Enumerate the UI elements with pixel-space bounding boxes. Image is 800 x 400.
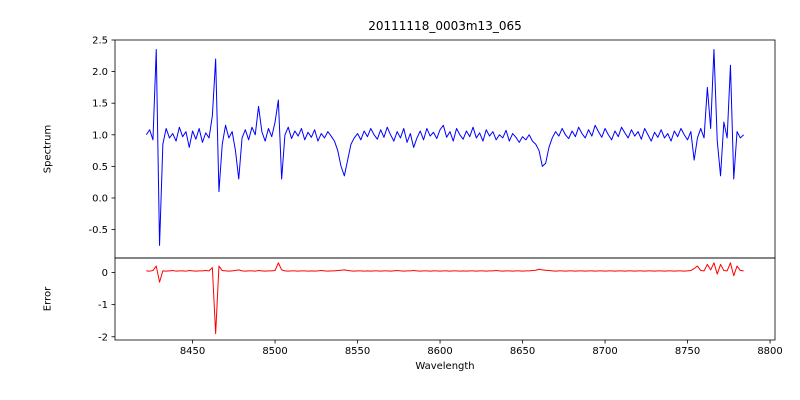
y-axis-label-spectrum: Spectrum <box>42 124 54 174</box>
y-tick-label: 0 <box>102 268 108 279</box>
axes-spines <box>114 257 776 341</box>
y-tick-label: 2.0 <box>92 67 108 78</box>
x-tick-label: 8800 <box>757 346 782 357</box>
y-tick-label: 0.5 <box>92 162 108 173</box>
x-tick-label: 8500 <box>262 346 287 357</box>
x-tick-label: 8550 <box>345 346 370 357</box>
x-tick-label: 8450 <box>180 346 205 357</box>
y-tick-label: -0.5 <box>88 225 108 236</box>
x-tick-label: 8750 <box>675 346 700 357</box>
chart-title: 20111118_0003m13_065 <box>368 19 522 33</box>
x-tick-label: 8650 <box>510 346 535 357</box>
axes-spines <box>114 39 776 259</box>
x-tick-label: 8700 <box>592 346 617 357</box>
error-line <box>146 262 744 335</box>
y-tick-label: 1.5 <box>92 99 108 110</box>
y-tick-label: -1 <box>98 300 108 311</box>
y-tick-label: 2.5 <box>92 36 108 47</box>
y-tick-label: -2 <box>98 332 108 343</box>
y-axis-label-error: Error <box>42 286 54 312</box>
spectrum-line <box>145 48 744 246</box>
x-axis-label: Wavelength <box>415 361 475 372</box>
x-tick-label: 8600 <box>427 346 452 357</box>
y-tick-label: 1.0 <box>92 130 108 141</box>
y-tick-label: 0.0 <box>92 193 108 204</box>
